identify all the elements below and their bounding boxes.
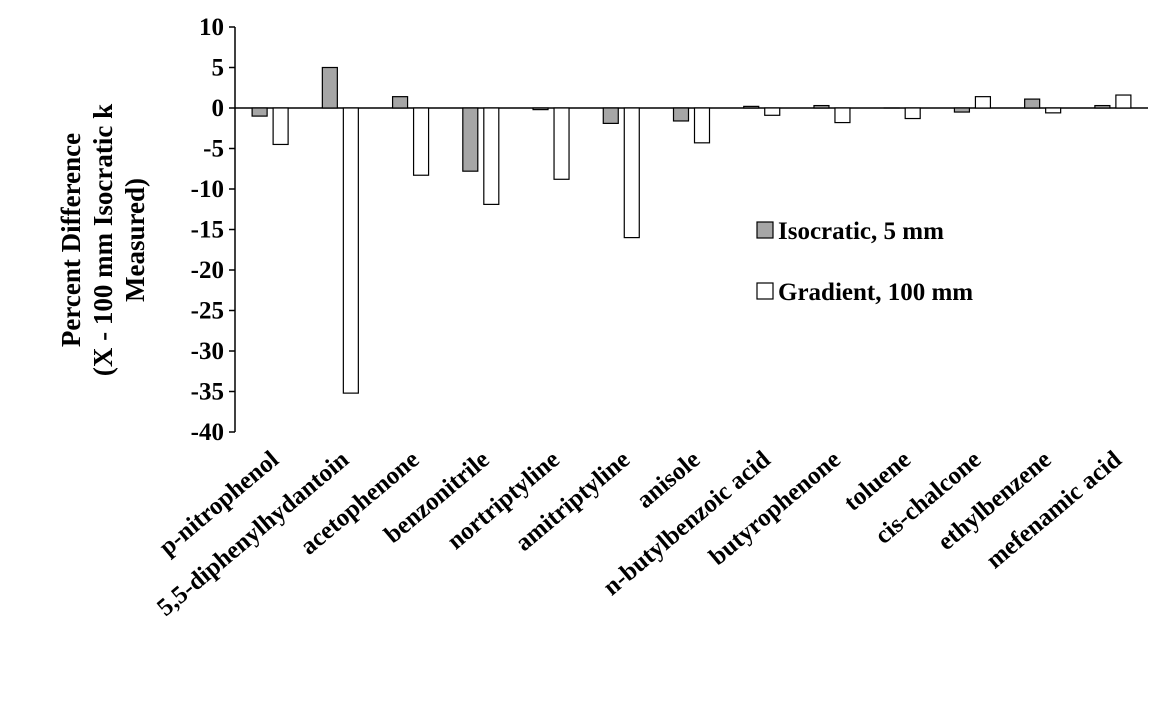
legend-label-isocratic: Isocratic, 5 mm xyxy=(778,218,944,245)
bar-gradient-5-5-diphenylhydantoin xyxy=(343,108,358,393)
bar-isocratic-amitriptyline xyxy=(603,108,618,123)
y-axis-title: Percent Difference (X - 100 mm Isocratic… xyxy=(56,104,150,376)
y-tick-label: -5 xyxy=(203,136,224,163)
bar-gradient-acetophenone xyxy=(414,108,429,175)
y-axis-ticks: 10 5 0 -5 -10 -15 -20 -25 -30 -35 -40 xyxy=(191,14,235,446)
bar-isocratic-ethylbenzene xyxy=(1025,99,1040,108)
bar-gradient-cis-chalcone xyxy=(975,97,990,108)
bar-gradient-p-nitrophenol xyxy=(273,108,288,144)
legend-swatch-gradient xyxy=(757,283,773,299)
bar-gradient-nortriptyline xyxy=(554,108,569,179)
y-tick-label: -35 xyxy=(191,379,224,406)
bar-isocratic-p-nitrophenol xyxy=(252,108,267,116)
bar-gradient-toluene xyxy=(905,108,920,119)
y-tick-label: 0 xyxy=(212,95,225,122)
y-tick-label: -25 xyxy=(191,298,224,325)
legend-swatch-isocratic xyxy=(757,222,773,238)
bar-isocratic-butyrophenone xyxy=(814,106,829,108)
y-tick-label: -10 xyxy=(191,176,224,203)
x-axis-labels: p-nitrophenol5,5-diphenylhydantoinacetop… xyxy=(152,446,1127,622)
y-tick-label: -30 xyxy=(191,338,224,365)
bars xyxy=(252,68,1131,394)
y-tick-label: -15 xyxy=(191,217,224,244)
y-axis-title-line-1: Percent Difference xyxy=(56,133,86,347)
bar-gradient-n-butylbenzoic-acid xyxy=(765,108,780,115)
legend-label-gradient: Gradient, 100 mm xyxy=(778,279,973,306)
bar-isocratic-nortriptyline xyxy=(533,108,548,110)
bar-isocratic-benzonitrile xyxy=(463,108,478,171)
bar-gradient-butyrophenone xyxy=(835,108,850,123)
x-category-label: acetophenone xyxy=(295,446,424,560)
bar-gradient-ethylbenzene xyxy=(1046,108,1061,113)
bar-gradient-anisole xyxy=(695,108,710,143)
bar-isocratic-anisole xyxy=(674,108,689,121)
bar-isocratic-acetophenone xyxy=(393,97,408,108)
y-tick-label: 5 xyxy=(212,55,225,82)
bar-gradient-benzonitrile xyxy=(484,108,499,204)
y-tick-label: 10 xyxy=(199,14,224,41)
y-axis-title-line-2: (X - 100 mm Isocratic k xyxy=(88,104,118,376)
bar-isocratic-5-5-diphenylhydantoin xyxy=(322,68,337,109)
axes xyxy=(235,27,1148,432)
bar-isocratic-n-butylbenzoic-acid xyxy=(744,106,759,108)
bar-gradient-mefenamic-acid xyxy=(1116,95,1131,108)
bar-isocratic-cis-chalcone xyxy=(954,108,969,112)
bar-isocratic-mefenamic-acid xyxy=(1095,106,1110,108)
y-tick-label: -20 xyxy=(191,257,224,284)
y-axis-title-line-3: Measured) xyxy=(120,178,150,302)
legend: Isocratic, 5 mm Gradient, 100 mm xyxy=(757,218,973,306)
bar-gradient-amitriptyline xyxy=(624,108,639,238)
y-tick-label: -40 xyxy=(191,419,224,446)
